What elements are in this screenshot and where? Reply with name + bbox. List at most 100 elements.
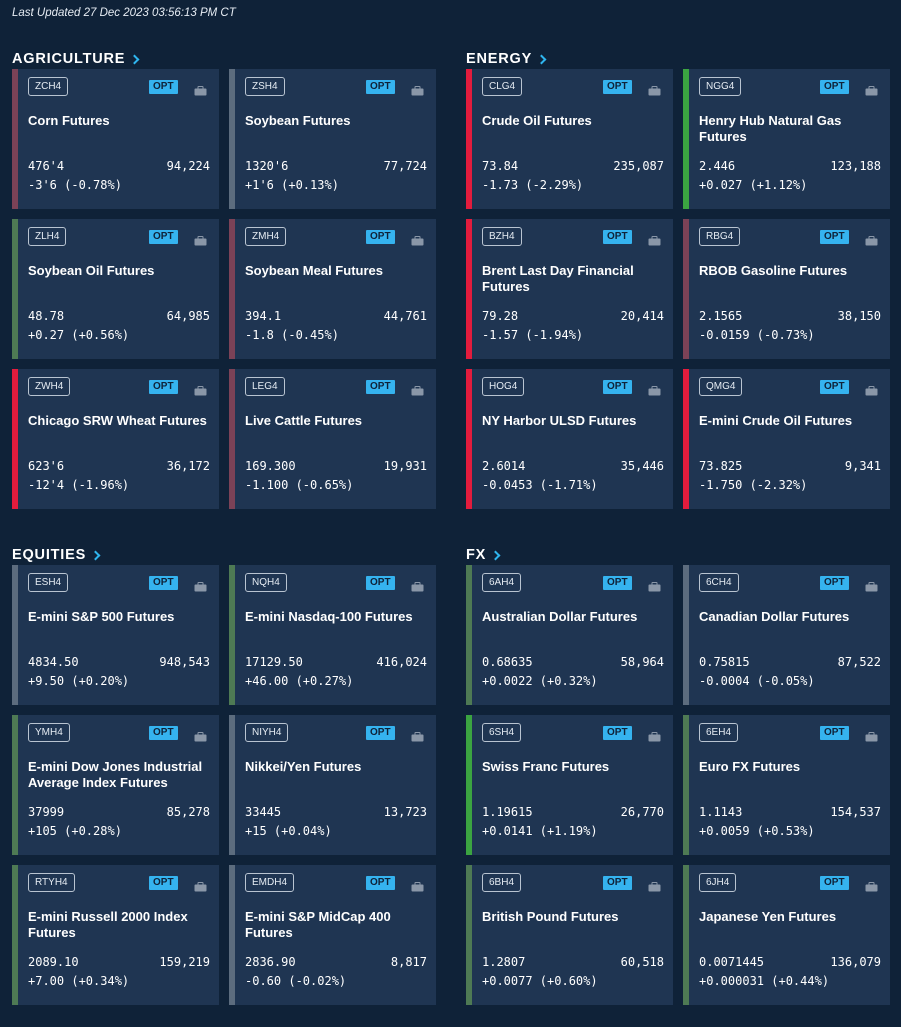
contract-card[interactable]: 6AH4 OPT Australian Dollar Futures 0.68635 5…	[466, 565, 673, 705]
contract-card[interactable]: 6SH4 OPT Swiss Franc Futures 1.19615 26,770 +…	[466, 715, 673, 855]
briefcase-icon[interactable]	[648, 231, 661, 246]
options-badge[interactable]: OPT	[149, 576, 178, 590]
contract-code-badge[interactable]: ZCH4	[28, 77, 69, 96]
contract-card[interactable]: BZH4 OPT Brent Last Day Financial Futures 7…	[466, 219, 673, 359]
options-badge[interactable]: OPT	[820, 876, 849, 890]
options-badge[interactable]: OPT	[149, 80, 178, 94]
options-badge[interactable]: OPT	[149, 726, 178, 740]
contract-code-badge[interactable]: YMH4	[28, 723, 70, 742]
options-badge[interactable]: OPT	[603, 576, 632, 590]
contract-code-badge[interactable]: HOG4	[482, 377, 525, 396]
contract-name[interactable]: Nikkei/Yen Futures	[245, 759, 362, 774]
options-badge[interactable]: OPT	[820, 726, 849, 740]
briefcase-icon[interactable]	[648, 81, 661, 96]
contract-card[interactable]: HOG4 OPT NY Harbor ULSD Futures 2.6014 35,44…	[466, 369, 673, 509]
contract-name[interactable]: E-mini S&P 500 Futures	[28, 609, 175, 624]
contract-card[interactable]: LEG4 OPT Live Cattle Futures 169.300 19,931 -…	[229, 369, 436, 509]
options-badge[interactable]: OPT	[820, 380, 849, 394]
briefcase-icon[interactable]	[411, 577, 424, 592]
briefcase-icon[interactable]	[194, 727, 207, 742]
contract-card[interactable]: 6BH4 OPT British Pound Futures 1.2807 60,518…	[466, 865, 673, 1005]
briefcase-icon[interactable]	[194, 381, 207, 396]
section-title-fx[interactable]: FX	[466, 546, 891, 564]
contract-name[interactable]: RBOB Gasoline Futures	[699, 263, 848, 278]
contract-name[interactable]: Crude Oil Futures	[482, 113, 592, 128]
briefcase-icon[interactable]	[865, 81, 878, 96]
contract-name[interactable]: E-mini Dow Jones Industrial Average Inde…	[28, 759, 203, 790]
contract-code-badge[interactable]: ZLH4	[28, 227, 67, 246]
briefcase-icon[interactable]	[865, 231, 878, 246]
contract-name[interactable]: E-mini S&P MidCap 400 Futures	[245, 909, 391, 940]
contract-code-badge[interactable]: ESH4	[28, 573, 69, 592]
briefcase-icon[interactable]	[411, 231, 424, 246]
contract-code-badge[interactable]: 6CH4	[699, 573, 739, 592]
options-badge[interactable]: OPT	[603, 80, 632, 94]
contract-code-badge[interactable]: 6JH4	[699, 873, 737, 892]
briefcase-icon[interactable]	[411, 81, 424, 96]
contract-card[interactable]: ZWH4 OPT Chicago SRW Wheat Futures 623'6 36,…	[12, 369, 219, 509]
contract-code-badge[interactable]: ZMH4	[245, 227, 287, 246]
contract-name[interactable]: Chicago SRW Wheat Futures	[28, 413, 207, 428]
contract-code-badge[interactable]: QMG4	[699, 377, 743, 396]
section-title-equities[interactable]: EQUITIES	[12, 546, 437, 564]
briefcase-icon[interactable]	[865, 381, 878, 396]
options-badge[interactable]: OPT	[820, 576, 849, 590]
contract-name[interactable]: Euro FX Futures	[699, 759, 801, 774]
contract-name[interactable]: E-mini Russell 2000 Index Futures	[28, 909, 188, 940]
briefcase-icon[interactable]	[648, 877, 661, 892]
briefcase-icon[interactable]	[411, 877, 424, 892]
briefcase-icon[interactable]	[865, 577, 878, 592]
options-badge[interactable]: OPT	[149, 876, 178, 890]
contract-code-badge[interactable]: NQH4	[245, 573, 287, 592]
contract-card[interactable]: NGG4 OPT Henry Hub Natural Gas Futures 2.44…	[683, 69, 890, 209]
contract-card[interactable]: QMG4 OPT E-mini Crude Oil Futures 73.825 9,3…	[683, 369, 890, 509]
options-badge[interactable]: OPT	[820, 80, 849, 94]
briefcase-icon[interactable]	[865, 877, 878, 892]
section-title-energy[interactable]: ENERGY	[466, 50, 891, 68]
contract-card[interactable]: ZCH4 OPT Corn Futures 476'4 94,224 -3'6 (-0.7…	[12, 69, 219, 209]
options-badge[interactable]: OPT	[149, 380, 178, 394]
contract-code-badge[interactable]: 6AH4	[482, 573, 522, 592]
briefcase-icon[interactable]	[648, 577, 661, 592]
contract-name[interactable]: Henry Hub Natural Gas Futures	[699, 113, 842, 144]
options-badge[interactable]: OPT	[603, 230, 632, 244]
contract-name[interactable]: NY Harbor ULSD Futures	[482, 413, 637, 428]
briefcase-icon[interactable]	[194, 231, 207, 246]
contract-name[interactable]: Australian Dollar Futures	[482, 609, 638, 624]
contract-name[interactable]: Canadian Dollar Futures	[699, 609, 850, 624]
contract-name[interactable]: Live Cattle Futures	[245, 413, 363, 428]
briefcase-icon[interactable]	[194, 577, 207, 592]
briefcase-icon[interactable]	[865, 727, 878, 742]
contract-name[interactable]: Corn Futures	[28, 113, 110, 128]
briefcase-icon[interactable]	[648, 727, 661, 742]
section-title-agriculture[interactable]: AGRICULTURE	[12, 50, 437, 68]
contract-name[interactable]: Japanese Yen Futures	[699, 909, 837, 924]
contract-name[interactable]: Soybean Oil Futures	[28, 263, 155, 278]
contract-card[interactable]: NQH4 OPT E-mini Nasdaq-100 Futures 17129.50…	[229, 565, 436, 705]
briefcase-icon[interactable]	[194, 877, 207, 892]
contract-code-badge[interactable]: NGG4	[699, 77, 742, 96]
contract-card[interactable]: RTYH4 OPT E-mini Russell 2000 Index Future…	[12, 865, 219, 1005]
contract-card[interactable]: 6EH4 OPT Euro FX Futures 1.1143 154,537 +0.00…	[683, 715, 890, 855]
contract-name[interactable]: Soybean Meal Futures	[245, 263, 383, 278]
options-badge[interactable]: OPT	[603, 876, 632, 890]
options-badge[interactable]: OPT	[366, 80, 395, 94]
contract-card[interactable]: NIYH4 OPT Nikkei/Yen Futures 33445 13,723 +15…	[229, 715, 436, 855]
contract-code-badge[interactable]: 6EH4	[699, 723, 739, 742]
options-badge[interactable]: OPT	[366, 576, 395, 590]
contract-code-badge[interactable]: CLG4	[482, 77, 523, 96]
contract-card[interactable]: ZSH4 OPT Soybean Futures 1320'6 77,724 +1'6 (…	[229, 69, 436, 209]
options-badge[interactable]: OPT	[149, 230, 178, 244]
contract-code-badge[interactable]: EMDH4	[245, 873, 295, 892]
contract-name[interactable]: Brent Last Day Financial Futures	[482, 263, 634, 294]
contract-code-badge[interactable]: LEG4	[245, 377, 285, 396]
contract-card[interactable]: 6CH4 OPT Canadian Dollar Futures 0.75815 87,…	[683, 565, 890, 705]
contract-card[interactable]: CLG4 OPT Crude Oil Futures 73.84 235,087 -1.7…	[466, 69, 673, 209]
briefcase-icon[interactable]	[648, 381, 661, 396]
options-badge[interactable]: OPT	[820, 230, 849, 244]
options-badge[interactable]: OPT	[366, 380, 395, 394]
contract-code-badge[interactable]: NIYH4	[245, 723, 289, 742]
contract-name[interactable]: British Pound Futures	[482, 909, 619, 924]
contract-code-badge[interactable]: ZWH4	[28, 377, 71, 396]
contract-code-badge[interactable]: BZH4	[482, 227, 522, 246]
